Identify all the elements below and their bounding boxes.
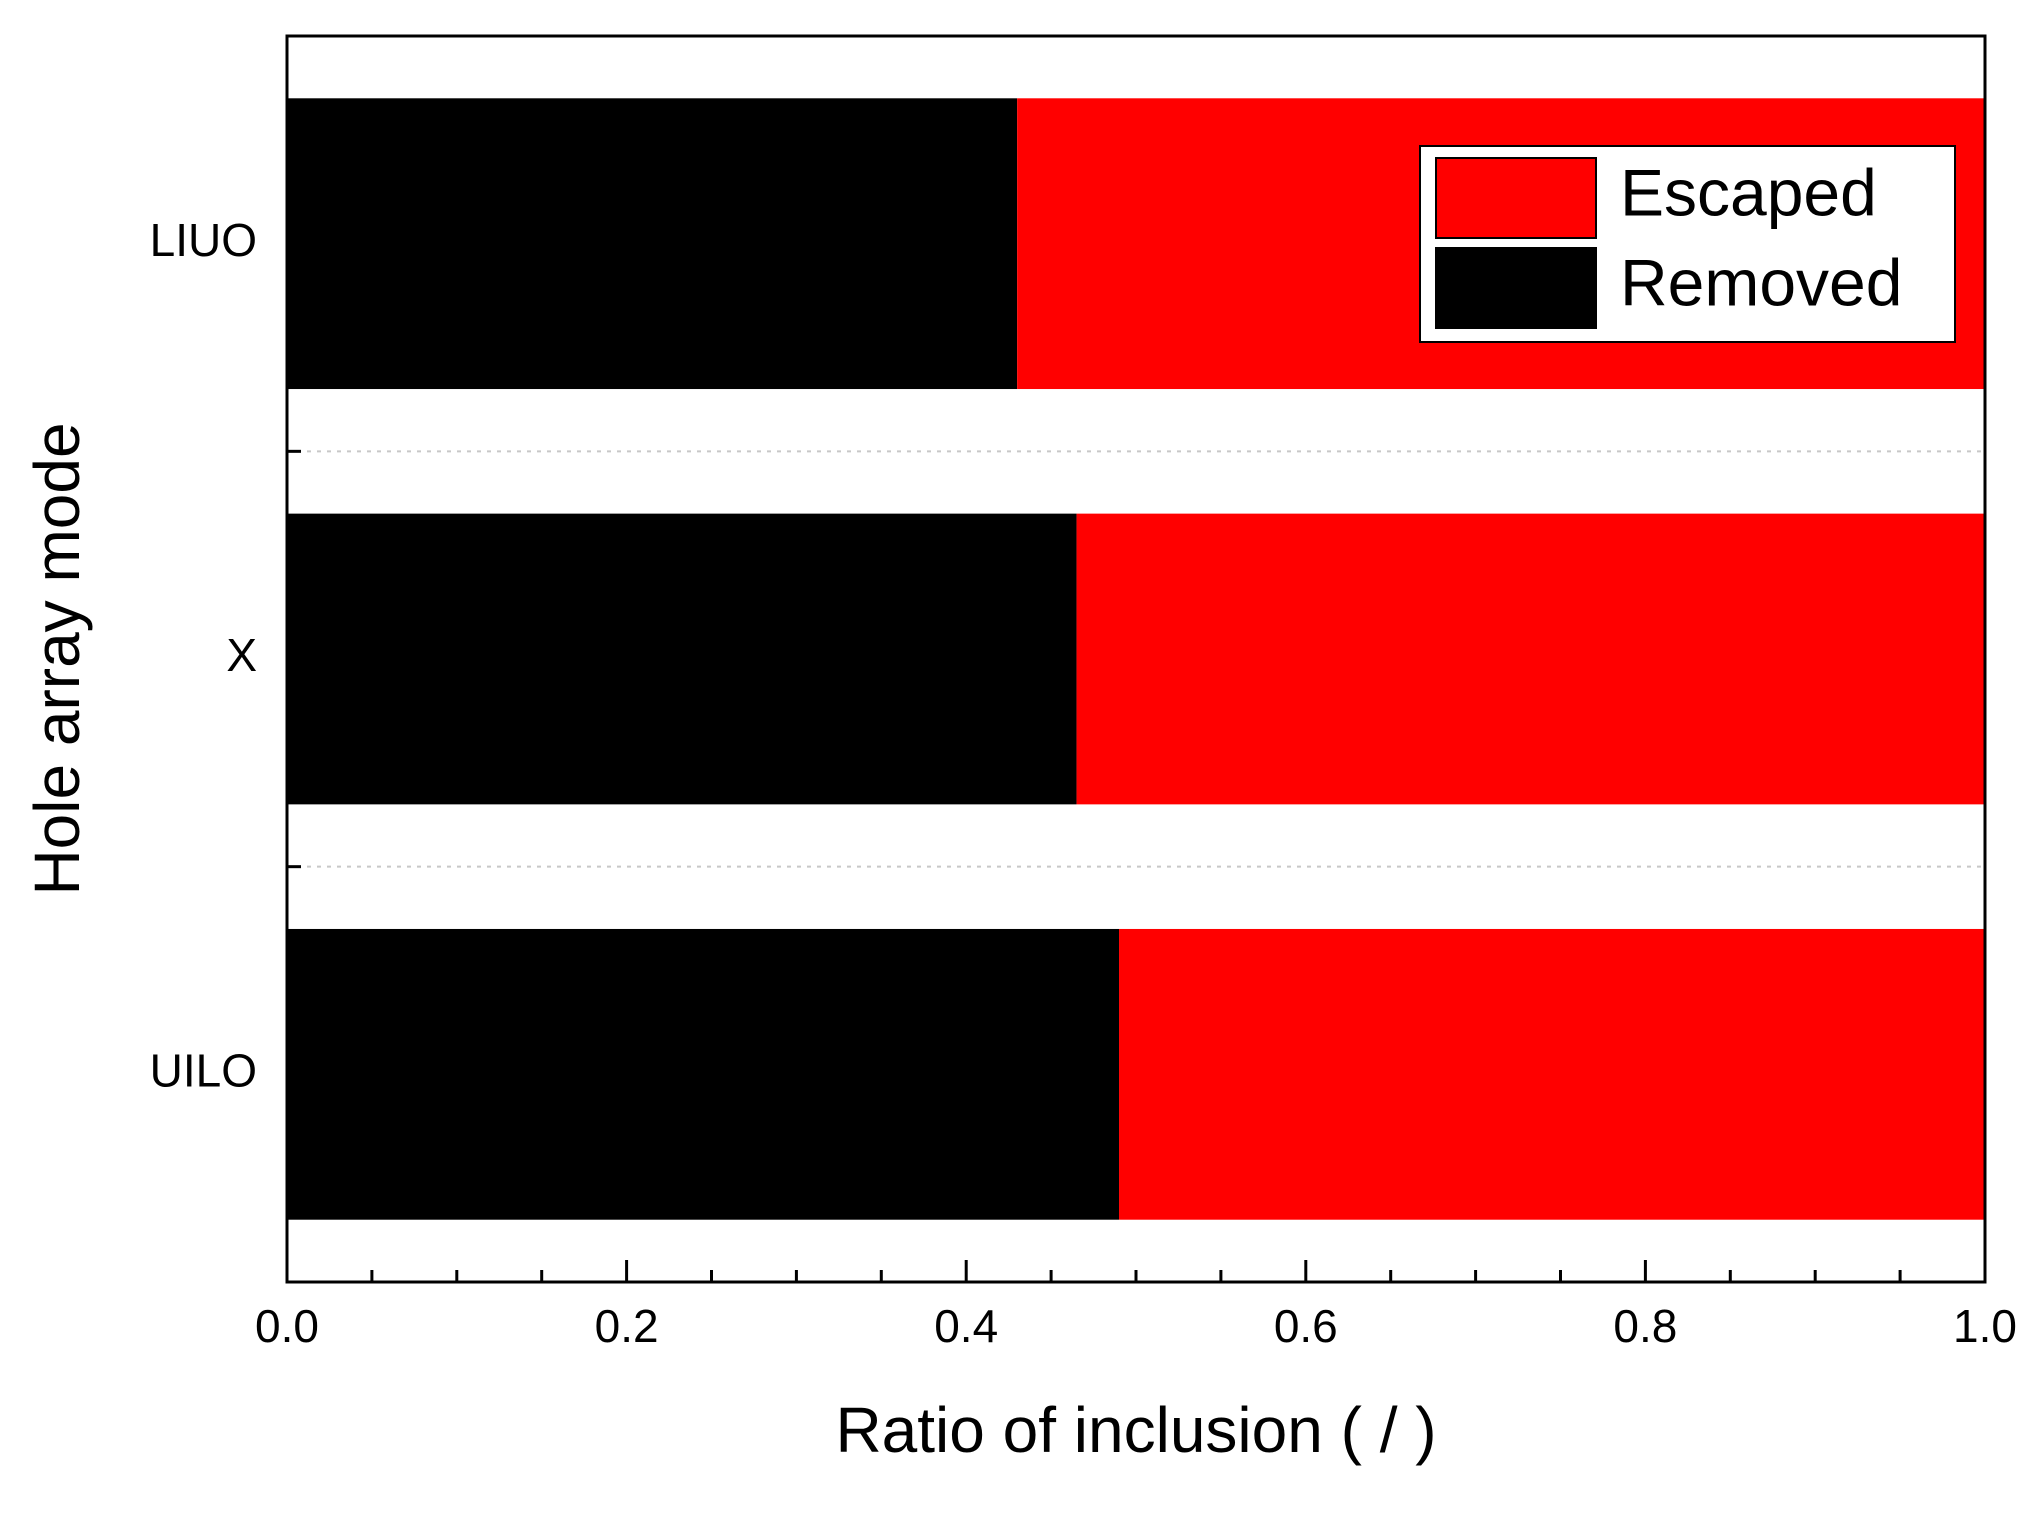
y-tick-label: X xyxy=(226,629,257,681)
x-tick-label: 0.8 xyxy=(1613,1300,1677,1352)
x-axis-tick-labels: 0.0 0.2 0.4 0.6 0.8 1.0 xyxy=(255,1300,2017,1352)
category-separators xyxy=(287,450,1985,868)
legend: Escaped Removed xyxy=(1419,145,1956,343)
legend-label-escaped: Escaped xyxy=(1620,155,1877,229)
bar-uilo-removed xyxy=(287,928,1120,1220)
bar-uilo-escaped xyxy=(1119,928,1985,1220)
y-tick-label: UILO xyxy=(150,1044,257,1096)
bar-liuo-removed xyxy=(287,98,1018,390)
x-axis-label: Ratio of inclusion ( / ) xyxy=(835,1394,1436,1466)
x-tick-label: 1.0 xyxy=(1953,1300,2017,1352)
legend-swatch-escaped xyxy=(1435,157,1597,239)
legend-swatch-removed xyxy=(1435,247,1597,329)
x-tick-label: 0.6 xyxy=(1274,1300,1338,1352)
x-tick-label: 0.0 xyxy=(255,1300,319,1352)
bar-x-removed xyxy=(287,513,1077,805)
x-axis-ticks xyxy=(285,1260,1987,1282)
legend-label-removed: Removed xyxy=(1620,245,1902,319)
y-tick-label: LIUO xyxy=(150,214,257,266)
x-tick-label: 0.4 xyxy=(934,1300,998,1352)
y-axis-tick-labels: LIUO X UILO xyxy=(150,214,257,1097)
bar-x-escaped xyxy=(1076,513,1985,805)
y-axis-ticks xyxy=(287,242,305,1076)
x-tick-label: 0.2 xyxy=(595,1300,659,1352)
y-axis-label: Hole array mode xyxy=(21,422,93,895)
